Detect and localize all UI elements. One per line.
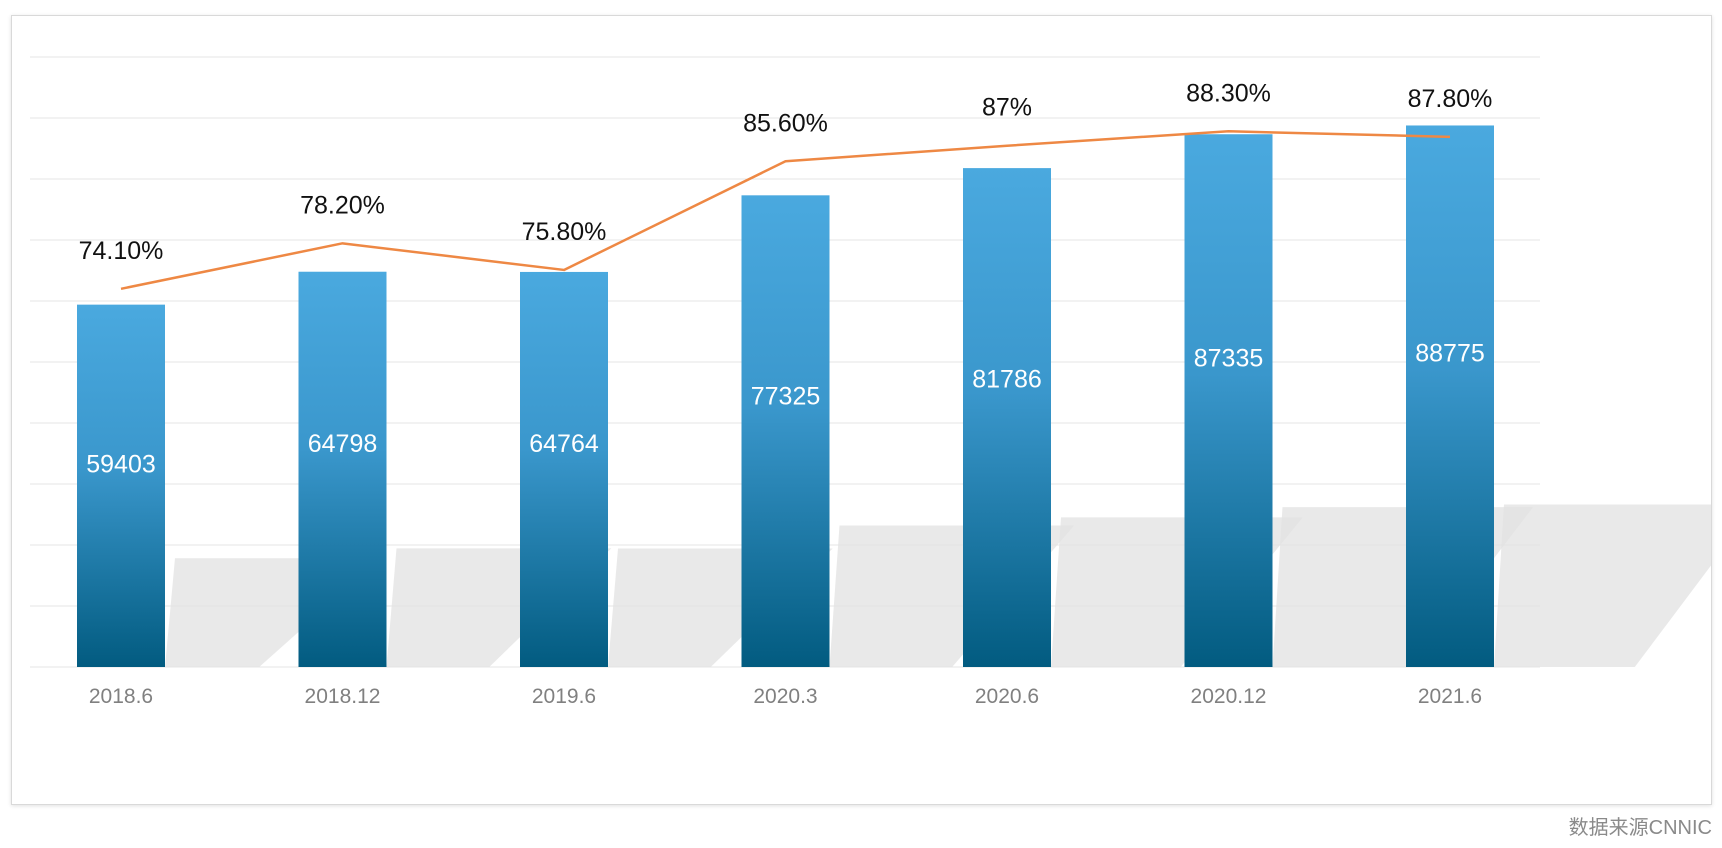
labels: 59403 2018.6 64798 2018.12 64764 2019.6 77325 2…	[79, 79, 1493, 708]
bar-value-label: 88775	[1415, 339, 1485, 367]
x-tick-label: 2021.6	[1418, 685, 1482, 708]
bars	[77, 125, 1494, 668]
rate-label: 75.80%	[522, 218, 607, 246]
bar	[77, 304, 165, 667]
bar-value-label: 64798	[308, 430, 378, 458]
bar-value-label: 81786	[972, 366, 1042, 394]
rate-label: 74.10%	[79, 237, 164, 265]
bar	[298, 271, 387, 667]
rate-label: 87%	[982, 94, 1032, 122]
x-tick-label: 2020.3	[753, 685, 817, 708]
rate-line	[120, 130, 1451, 291]
bar-value-label: 64764	[529, 430, 599, 458]
bar	[1406, 125, 1494, 667]
rate-label: 87.80%	[1408, 85, 1493, 113]
bar-value-label: 87335	[1194, 345, 1264, 373]
rate-label: 85.60%	[743, 109, 828, 137]
bar	[963, 168, 1051, 667]
bar-value-label: 77325	[751, 383, 821, 411]
rate-label: 88.30%	[1186, 79, 1271, 107]
x-tick-label: 2020.6	[975, 685, 1039, 708]
bar-shadows	[165, 504, 1711, 667]
chart-frame: 59403 2018.6 64798 2018.12 64764 2019.6 77325 2…	[11, 15, 1712, 805]
bar	[741, 195, 830, 667]
bar-shadow	[1494, 504, 1711, 667]
bar	[520, 271, 608, 667]
rate-line-path	[120, 130, 1451, 291]
source-note: 数据来源CNNIC	[1568, 817, 1712, 839]
bar	[1184, 134, 1273, 668]
rate-label: 78.20%	[300, 191, 385, 219]
x-tick-label: 2018.6	[89, 685, 153, 708]
bar-value-label: 59403	[86, 450, 156, 478]
x-tick-label: 2020.12	[1191, 685, 1267, 708]
x-tick-label: 2019.6	[532, 685, 596, 708]
x-tick-label: 2018.12	[305, 685, 381, 708]
chart: 59403 2018.6 64798 2018.12 64764 2019.6 77325 2…	[30, 56, 1711, 708]
